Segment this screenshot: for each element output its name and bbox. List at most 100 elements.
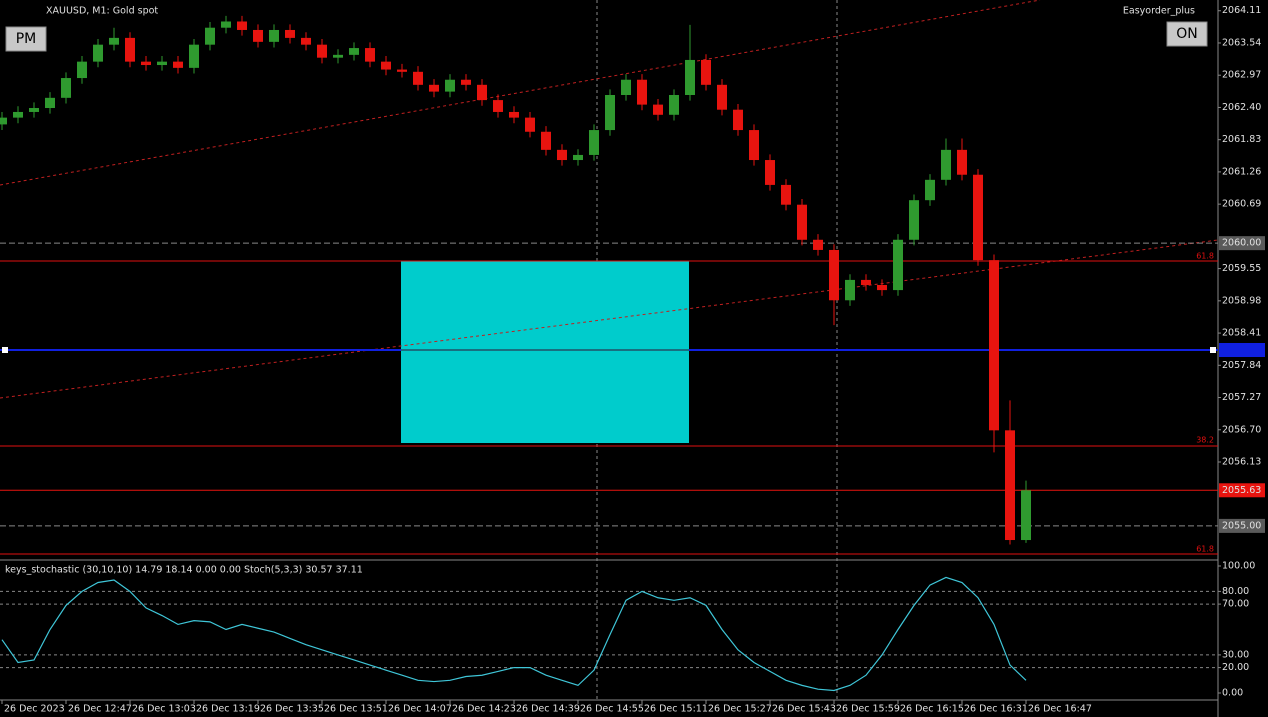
candle-body — [493, 100, 503, 112]
candle-body — [749, 130, 759, 161]
x-tick-label: 26 Dec 15:59 — [836, 704, 900, 715]
candle-body — [861, 279, 871, 286]
y-tick-label: 2062.40 — [1222, 102, 1261, 113]
candle-body — [445, 79, 455, 92]
x-tick-label: 26 Dec 2023 — [4, 704, 65, 715]
chart-title: XAUUSD, M1: Gold spot — [46, 6, 158, 17]
candle-body — [269, 29, 279, 42]
candle-body — [413, 71, 423, 85]
y-tick-label: 2058.41 — [1222, 328, 1261, 339]
price-box — [1219, 483, 1265, 498]
candle-body — [973, 174, 983, 261]
y-tick-label: 2064.11 — [1222, 5, 1261, 16]
on-button[interactable] — [1166, 21, 1208, 47]
y-tick-label: 2059.55 — [1222, 263, 1261, 274]
candle-body — [429, 84, 439, 92]
y-tick-label: 2057.84 — [1222, 360, 1261, 371]
x-tick-label: 26 Dec 16:31 — [964, 704, 1028, 715]
candle-body — [61, 78, 71, 98]
candle-body — [525, 117, 535, 132]
indicator-title: keys_stochastic (30,10,10) 14.79 18.14 0… — [5, 565, 363, 576]
candle-body — [829, 249, 839, 301]
candle-body — [13, 111, 23, 118]
candle-body — [461, 79, 471, 85]
y-tick-label: 80.00 — [1222, 586, 1249, 597]
candle-body — [1021, 490, 1031, 541]
candle-body — [93, 44, 103, 62]
candle-body — [189, 44, 199, 68]
candle-body — [589, 130, 599, 155]
candle-body — [557, 149, 567, 161]
candle-body — [637, 79, 647, 105]
candle-body — [669, 95, 679, 115]
candle-body — [141, 61, 151, 66]
candle-body — [333, 54, 343, 58]
candle-body — [989, 260, 999, 431]
candle-body — [941, 149, 951, 180]
candle-body — [45, 97, 55, 109]
price-box-label: 2055.63 — [1222, 485, 1261, 496]
y-tick-label: 2063.54 — [1222, 37, 1261, 48]
candle-body — [29, 108, 39, 112]
candle-body — [893, 239, 903, 291]
candle-body — [1005, 430, 1015, 541]
y-tick-label: 30.00 — [1222, 649, 1249, 660]
x-tick-label: 26 Dec 13:35 — [260, 704, 324, 715]
trend-line — [0, 0, 1041, 186]
price-box — [1219, 236, 1265, 251]
x-tick-label: 26 Dec 16:47 — [1028, 704, 1092, 715]
candle-body — [813, 239, 823, 250]
price-box — [1219, 343, 1265, 357]
candle-body — [365, 48, 375, 62]
x-tick-label: 26 Dec 15:11 — [644, 704, 708, 715]
candle-body — [685, 59, 695, 96]
x-tick-label: 26 Dec 16:15 — [900, 704, 964, 715]
candle-body — [733, 109, 743, 131]
handle — [2, 347, 8, 353]
y-tick-label: 0.00 — [1222, 688, 1243, 699]
x-tick-label: 26 Dec 13:51 — [324, 704, 388, 715]
candle-body — [541, 131, 551, 150]
zone — [401, 261, 689, 443]
x-tick-label: 26 Dec 13:19 — [196, 704, 260, 715]
pm-button[interactable] — [5, 26, 47, 52]
fib-label: 38.2 — [1196, 436, 1214, 445]
candle-body — [957, 149, 967, 175]
candle-body — [653, 104, 663, 115]
candle-body — [573, 154, 583, 161]
candle-body — [205, 27, 215, 45]
candle-body — [701, 59, 711, 85]
candle-body — [397, 69, 407, 72]
handle — [1210, 347, 1216, 353]
candle-body — [925, 179, 935, 201]
expert-name: Easyorder_plus — [1123, 6, 1195, 17]
candle-body — [157, 61, 167, 66]
x-tick-label: 26 Dec 15:27 — [708, 704, 772, 715]
candle-body — [909, 200, 919, 240]
candle-body — [125, 37, 135, 62]
candle-body — [221, 21, 231, 28]
price-box-label: 2055.00 — [1222, 520, 1261, 531]
x-tick-label: 26 Dec 14:39 — [516, 704, 580, 715]
candle-body — [253, 29, 263, 42]
x-tick-label: 26 Dec 13:03 — [132, 704, 196, 715]
candle-body — [781, 184, 791, 205]
candle-body — [109, 37, 119, 45]
y-tick-label: 20.00 — [1222, 662, 1249, 673]
pm-button-label[interactable]: PM — [16, 31, 37, 47]
price-box — [1219, 518, 1265, 533]
fib-label: 61.8 — [1196, 252, 1214, 261]
fib-label: 61.8 — [1196, 545, 1214, 554]
candle-body — [237, 21, 247, 30]
candle-body — [621, 79, 631, 96]
y-tick-label: 2057.27 — [1222, 392, 1261, 403]
x-tick-label: 26 Dec 15:43 — [772, 704, 836, 715]
y-tick-label: 70.00 — [1222, 599, 1249, 610]
x-tick-label: 26 Dec 14:07 — [388, 704, 452, 715]
y-tick-label: 2056.70 — [1222, 424, 1261, 435]
candle-body — [477, 84, 487, 101]
candle-body — [797, 204, 807, 240]
on-button-label[interactable]: ON — [1176, 26, 1198, 42]
